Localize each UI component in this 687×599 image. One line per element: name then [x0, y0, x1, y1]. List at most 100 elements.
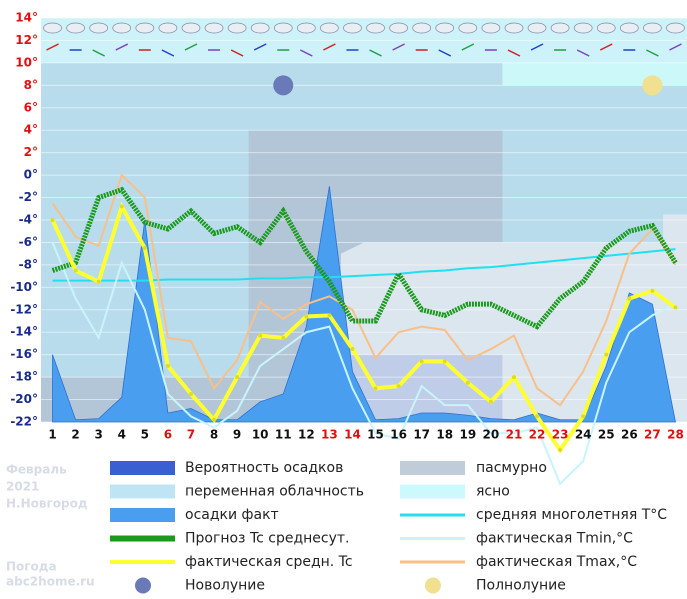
series-point [119, 204, 124, 209]
y-tick-label: 6° [24, 100, 38, 114]
wind-arrow [576, 49, 590, 57]
series-point [488, 399, 493, 404]
wind-arrow [299, 49, 313, 57]
series-point [281, 335, 286, 340]
wind-arrow [646, 49, 659, 57]
x-tick-label: 23 [552, 428, 569, 442]
weather-icon [227, 22, 247, 34]
legend-label: Вероятность осадков [185, 460, 343, 476]
y-tick-label: 14° [15, 11, 38, 25]
weather-icon [573, 22, 593, 34]
series-point [235, 375, 240, 380]
series-point [258, 333, 263, 338]
legend-label: фактическая средн. Tc [185, 554, 353, 570]
series-point [373, 386, 378, 391]
weather-icon [343, 22, 362, 34]
wind-arrow [599, 43, 613, 51]
series-point [442, 359, 447, 364]
moon [642, 75, 663, 96]
y-tick-label: -16° [10, 347, 38, 361]
y-tick-label: 8° [24, 78, 38, 92]
series-point [558, 448, 563, 453]
series-point [581, 414, 586, 419]
series-line [52, 248, 676, 282]
wind-arrow [392, 43, 405, 51]
weather-icon [181, 22, 201, 34]
x-tick-label: 4 [118, 428, 126, 442]
weather-icon [273, 22, 293, 34]
wind-arrow [230, 49, 244, 57]
wind-arrow [115, 43, 129, 51]
x-tick-label: 11 [275, 428, 292, 442]
x-tick-label: 9 [233, 428, 241, 442]
legend-label: фактическая Tmax,°C [476, 554, 637, 570]
series-point [50, 218, 55, 222]
x-tick-label: 27 [644, 428, 661, 442]
x-tick-label: 8 [210, 428, 218, 442]
x-tick-label: 7 [187, 428, 195, 442]
wind-arrow [669, 43, 682, 51]
weather-icon [666, 22, 685, 34]
wind-arrow [323, 43, 336, 51]
series-point [627, 296, 632, 301]
weather-icon [458, 22, 478, 34]
weather-icon [296, 22, 316, 34]
x-tick-label: 28 [667, 428, 684, 442]
weather-icon [366, 22, 385, 34]
weather-icon [412, 22, 432, 34]
series-point [165, 363, 170, 368]
wind-arrow [461, 43, 475, 51]
y-tick-label: 2° [24, 145, 38, 159]
y-tick-label: 10° [15, 55, 38, 69]
legend-label: переменная облачность [185, 484, 364, 500]
wind-arrow [184, 43, 198, 51]
series-line [50, 201, 677, 454]
legend-label: средняя многолетняя T°C [476, 507, 667, 523]
series-point [142, 246, 147, 251]
wind-arrow [253, 43, 267, 51]
legend-swatch [400, 461, 465, 475]
weather-icon [112, 22, 132, 34]
legend-swatch [110, 484, 175, 499]
x-tick-label: 21 [506, 428, 523, 442]
x-tick-label: 15 [367, 428, 384, 442]
x-tick-label: 3 [94, 428, 102, 442]
x-tick-label: 6 [164, 428, 172, 442]
legend-label: фактическая Tmin,°C [476, 531, 633, 547]
y-tick-label: -22° [10, 415, 38, 429]
x-tick-label: 26 [621, 428, 638, 442]
y-tick-label: 12° [15, 33, 38, 47]
series-point [212, 417, 217, 422]
site-label: abc2home.ru [6, 575, 95, 589]
x-tick-label: 2 [71, 428, 79, 442]
x-tick-label: 14 [344, 428, 361, 442]
wind-arrow [369, 49, 382, 57]
series-point [650, 288, 655, 293]
series-line [51, 242, 676, 486]
series-line [51, 186, 678, 330]
y-tick-label: -6° [19, 235, 38, 249]
weather-icon [204, 22, 224, 34]
series-line [51, 173, 677, 407]
x-tick-label: 1 [48, 428, 56, 442]
series-point [465, 380, 470, 385]
x-tick-label: 5 [141, 428, 149, 442]
legend-label: Новолуние [185, 578, 265, 594]
x-tick-label: 10 [252, 428, 269, 442]
series-point [304, 314, 309, 319]
weather-icon [389, 22, 408, 34]
weather-icon [527, 22, 547, 34]
weather-icon [596, 22, 616, 34]
wind-arrow [161, 49, 175, 57]
x-tick-label: 16 [390, 428, 407, 442]
series-point [73, 268, 78, 273]
x-tick-label: 18 [436, 428, 453, 442]
y-tick-label: 4° [24, 123, 38, 137]
site-label: Погода [6, 560, 57, 574]
x-tick-label: 24 [575, 428, 592, 442]
moon [273, 75, 294, 96]
y-tick-label: -10° [10, 280, 38, 294]
weather-icon [550, 22, 570, 34]
weather-icon [435, 22, 455, 34]
